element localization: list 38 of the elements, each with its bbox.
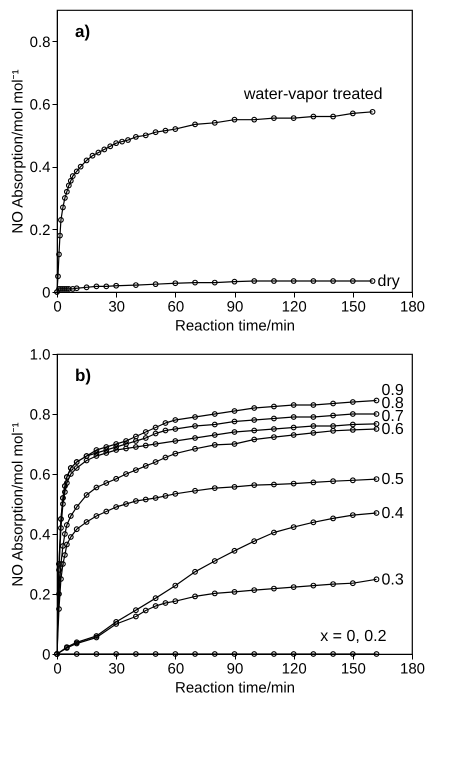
y-axis-title: NO Absorption/mol mol⁻¹: [10, 422, 27, 587]
x-tick-label: 120: [282, 298, 307, 316]
series-label: 0.3: [382, 571, 404, 588]
y-tick-label: 0: [42, 646, 50, 664]
y-tick-label: 0.8: [30, 406, 50, 424]
x-tick-label: 0: [53, 298, 62, 316]
y-tick-label: 0.2: [30, 586, 50, 604]
x-tick-label: 30: [108, 298, 126, 316]
y-tick-label: 0.4: [30, 526, 50, 544]
series-label: dry: [378, 273, 400, 290]
series-label: water-vapor treated: [242, 86, 383, 103]
x-tick-label: 90: [226, 660, 244, 678]
x-tick-label: 180: [400, 298, 426, 316]
x-tick-label: 150: [340, 660, 366, 678]
x-axis-title: Reaction time/min: [174, 680, 296, 696]
y-tick-label: 0.6: [30, 96, 50, 114]
y-tick-label: 0.4: [30, 159, 50, 176]
y-tick-label: 0.2: [30, 222, 50, 239]
y-tick-label: 0.6: [30, 466, 50, 484]
x-tick-label: 30: [108, 660, 126, 678]
series-label: x = 0, 0.2: [320, 628, 387, 645]
y-tick-label: 1.0: [30, 346, 50, 364]
annotation: b): [75, 366, 92, 385]
x-tick-label: 150: [340, 298, 366, 316]
annotation: a): [75, 22, 90, 41]
series-label: 0.4: [382, 505, 404, 522]
x-tick-label: 60: [167, 298, 184, 316]
x-tick-label: 0: [53, 660, 62, 678]
x-tick-label: 120: [282, 660, 307, 678]
x-axis-title: Reaction time/min: [174, 318, 296, 334]
x-tick-label: 60: [167, 660, 184, 678]
y-axis-title: NO Absorption/mol mol⁻¹: [10, 69, 27, 234]
y-tick-label: 0.8: [30, 34, 50, 51]
y-tick-label: 0: [42, 284, 50, 302]
series-label: 0.5: [382, 471, 404, 488]
series-label: 0.6: [382, 421, 404, 438]
x-tick-label: 90: [226, 298, 244, 316]
x-tick-label: 180: [400, 660, 426, 678]
